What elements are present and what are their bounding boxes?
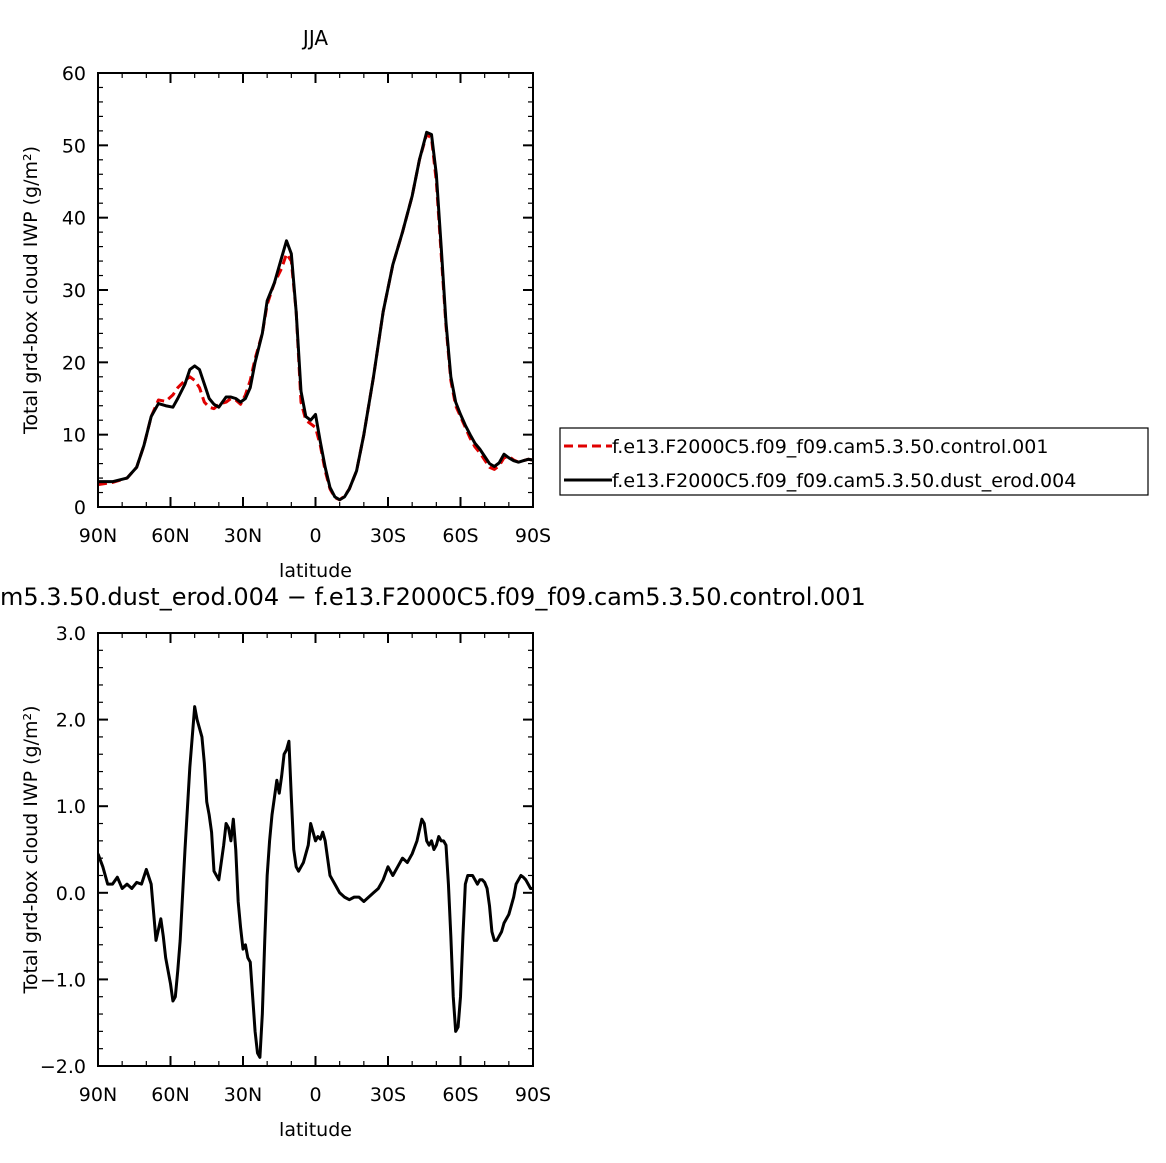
y-tick-label: 3.0 — [56, 623, 86, 645]
x-tick-label: 30S — [370, 1084, 406, 1106]
x-tick-label: 0 — [309, 525, 321, 547]
y-tick-label: 0.0 — [56, 883, 86, 905]
y-tick-label: 60 — [62, 63, 86, 85]
x-tick-label: 60N — [151, 1084, 189, 1106]
y-axis-label: Total grd-box cloud IWP (g/m²) — [20, 146, 42, 435]
chart-title: m5.3.50.dust_erod.004 − f.e13.F2000C5.f0… — [0, 583, 866, 611]
x-tick-label: 90N — [79, 1084, 117, 1106]
y-tick-label: 40 — [62, 208, 86, 230]
x-tick-label: 30N — [224, 525, 262, 547]
x-tick-label: 0 — [309, 1084, 321, 1106]
plot-frame — [97, 632, 534, 1067]
x-tick-label: 90N — [79, 525, 117, 547]
legend-label-2: f.e13.F2000C5.f09_f09.cam5.3.50.dust_ero… — [612, 470, 1076, 492]
series-line-1 — [98, 705, 533, 1059]
y-tick-label: −2.0 — [40, 1056, 86, 1078]
panel-1 — [97, 72, 534, 508]
x-tick-label: 90S — [515, 525, 551, 547]
x-tick-label: 30S — [370, 525, 406, 547]
y-tick-label: −1.0 — [40, 969, 86, 991]
y-tick-label: 30 — [62, 280, 86, 302]
legend-label-1: f.e13.F2000C5.f09_f09.cam5.3.50.control.… — [612, 436, 1048, 458]
chart-title: JJA — [301, 26, 328, 50]
x-tick-label: 30N — [224, 1084, 262, 1106]
y-tick-label: 50 — [62, 135, 86, 157]
x-tick-label: 60S — [442, 1084, 478, 1106]
x-tick-label: 60S — [442, 525, 478, 547]
y-tick-label: 10 — [62, 425, 86, 447]
legend: f.e13.F2000C5.f09_f09.cam5.3.50.control.… — [559, 427, 1149, 496]
y-tick-label: 2.0 — [56, 710, 86, 732]
legend-box — [559, 427, 1149, 496]
x-tick-label: 90S — [515, 1084, 551, 1106]
x-axis-label: latitude — [279, 560, 352, 582]
series-line-1 — [98, 132, 533, 502]
series-line-2 — [98, 130, 533, 502]
plot-frame — [97, 72, 534, 508]
x-tick-label: 60N — [151, 525, 189, 547]
y-tick-label: 20 — [62, 352, 86, 374]
y-tick-label: 1.0 — [56, 796, 86, 818]
y-tick-label: 0 — [74, 497, 86, 519]
x-axis-label: latitude — [279, 1119, 352, 1141]
panel-2 — [97, 632, 534, 1067]
y-axis-label: Total grd-box cloud IWP (g/m²) — [20, 705, 42, 994]
